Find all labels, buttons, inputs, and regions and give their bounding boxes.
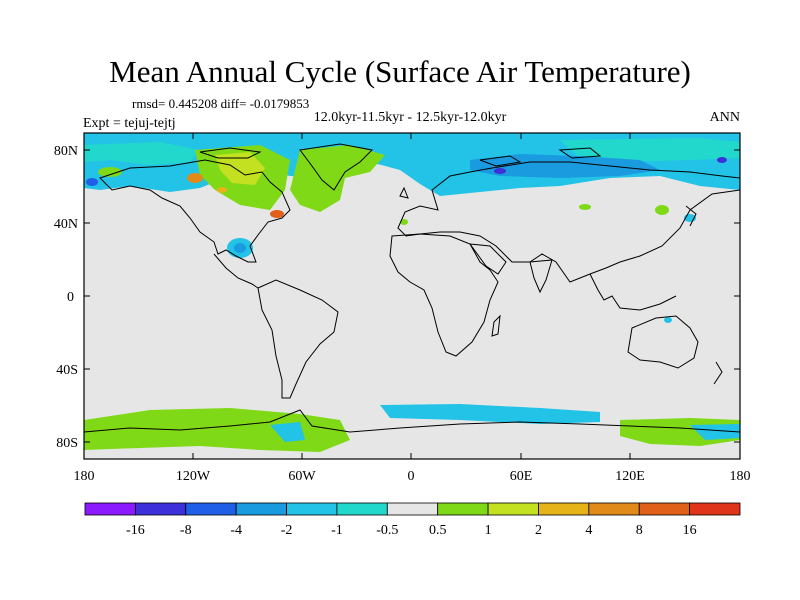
coast-australia (627, 315, 699, 369)
season-label: ANN (710, 110, 740, 125)
antarctic-cool-band-east (690, 424, 740, 440)
experiment-label: Expt = tejuj-tejtj (83, 116, 176, 131)
legend-label: -4 (230, 523, 242, 538)
coastlines (84, 143, 740, 433)
coast-india (529, 259, 553, 294)
legend-swatch (538, 502, 590, 516)
antarctic-cool-patch-west (270, 422, 305, 442)
arctic-teal-patch-east (560, 138, 740, 162)
lat-label: 40N (54, 217, 78, 232)
legend-swatch (386, 502, 439, 516)
warm-spot-1 (187, 173, 203, 183)
warm-patch-asia-2 (579, 204, 591, 210)
legend-label: -1 (331, 523, 343, 538)
coast-eurasia (397, 161, 740, 283)
warm-patch-europe (400, 219, 408, 225)
legend-swatch (185, 502, 237, 516)
lat-label: 40S (56, 363, 78, 378)
coast-antarctica (84, 409, 740, 433)
warm-spot-2 (270, 210, 284, 218)
cool-spot-3 (717, 157, 727, 163)
coast-greenland (299, 143, 374, 191)
lat-label: 80N (54, 144, 78, 159)
legend-swatch (134, 502, 187, 516)
subtitle: 12.0kyr-11.5kyr - 12.5kyr-12.0kyr (314, 110, 507, 125)
cool-spot-1 (86, 178, 98, 186)
legend-label: -16 (126, 523, 145, 538)
map-panel: 80N 40N 0 40S 80S 180 120W 60W 0 60E 120… (54, 132, 751, 484)
lon-label: 180 (730, 469, 751, 484)
lon-label: 0 (408, 469, 415, 484)
lon-label: 180 (74, 469, 95, 484)
legend-label: 4 (585, 523, 592, 538)
lon-label: 120E (615, 469, 645, 484)
lon-label: 60E (510, 469, 533, 484)
coast-south-america (257, 279, 339, 399)
cool-spot-2 (494, 168, 506, 174)
warm-patch-asia (655, 205, 669, 215)
coast-arabia (468, 243, 507, 275)
coast-new-zealand (713, 361, 723, 385)
lat-label: 80S (56, 436, 78, 451)
lat-label: 0 (67, 290, 74, 305)
color-legend: -16 -8 -4 -2 -1 -0.5 0.5 1 2 4 8 16 (84, 502, 741, 538)
legend-label: 16 (683, 523, 697, 538)
coast-uk (399, 186, 409, 199)
legend-swatch (84, 502, 136, 516)
canada-warm-yellow (215, 152, 265, 185)
antarctic-cool-band (380, 404, 600, 424)
cool-patch-australia (664, 317, 672, 323)
lon-label: 60W (288, 469, 316, 484)
anomaly-field (84, 133, 740, 452)
lon-label: 120W (176, 469, 211, 484)
warm-spot-3 (217, 187, 227, 193)
legend-label: 2 (535, 523, 542, 538)
legend-swatch (336, 502, 388, 516)
legend-swatch (638, 502, 691, 516)
legend-label: 0.5 (429, 523, 447, 538)
legend-label: 1 (485, 523, 492, 538)
legend-label: -2 (281, 523, 293, 538)
coast-madagascar (491, 314, 501, 337)
antarctic-warm-band-west (84, 408, 350, 452)
legend-swatch (235, 502, 287, 516)
coast-north-america (99, 159, 291, 263)
north-atlantic-warm (290, 145, 385, 212)
legend-swatch (487, 502, 539, 516)
gulf-cool-core (234, 243, 246, 253)
legend-label: -8 (180, 523, 192, 538)
stats-line: rmsd= 0.445208 diff= -0.0179853 (132, 96, 309, 111)
figure-title: Mean Annual Cycle (Surface Air Temperatu… (109, 54, 691, 89)
coast-southeast-asia (589, 273, 677, 311)
arctic-teal-patch (84, 142, 200, 165)
coast-central-america (213, 253, 259, 289)
coast-arctic-islands (199, 147, 602, 167)
axis-ticks (84, 133, 740, 459)
warm-patch-alaska (98, 167, 122, 177)
legend-swatch (689, 502, 741, 516)
legend-label: 8 (636, 523, 643, 538)
coast-japan (685, 205, 697, 227)
legend-label: -0.5 (376, 523, 398, 538)
legend-swatch (437, 502, 489, 516)
legend-swatch (588, 502, 640, 516)
legend-swatch (286, 502, 338, 516)
